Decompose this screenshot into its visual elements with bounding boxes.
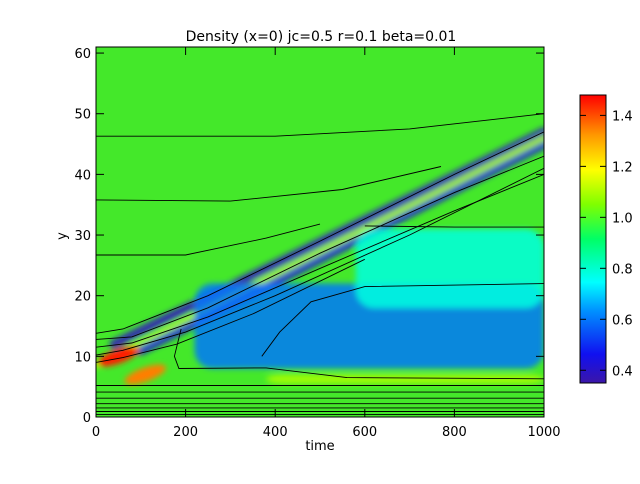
x-tick-label: 800	[442, 425, 467, 440]
contour-line	[96, 166, 442, 202]
colorbar-tick-label: 1.2	[612, 160, 633, 175]
contour-line	[96, 113, 544, 137]
high-density-spot	[124, 364, 167, 385]
high-density-spot	[97, 346, 140, 367]
y-axis-label: y	[55, 232, 70, 240]
x-tick-label: 1000	[527, 425, 560, 440]
high-density-band	[266, 374, 544, 384]
colorbar-ticks: 0.4 0.6 0.8 1.0 1.2 1.4	[580, 109, 633, 379]
y-tick-label: 40	[74, 168, 91, 183]
contour-line	[96, 131, 544, 334]
colorbar-tick-label: 0.4	[612, 364, 633, 379]
y-tick-label: 0	[83, 411, 91, 426]
heatmap-area	[96, 47, 544, 417]
contour-line	[96, 223, 321, 256]
contour-line	[364, 225, 544, 228]
x-tick-label: 0	[92, 425, 100, 440]
colorbar-tick-label: 0.8	[612, 262, 633, 277]
contour-lines	[96, 113, 544, 416]
low-density-ridge	[109, 127, 544, 349]
y-tick-label: 30	[74, 229, 91, 244]
contour-line	[261, 283, 544, 357]
heatmap-regions	[96, 127, 544, 385]
x-tick-label: 600	[352, 425, 377, 440]
y-tick-label: 60	[74, 47, 91, 62]
x-tick-label: 200	[173, 425, 198, 440]
x-axis: 0 200 400 600 800 1000	[92, 47, 561, 440]
contour-line	[96, 173, 544, 348]
chart-title: Density (x=0) jc=0.5 r=0.1 beta=0.01	[186, 29, 457, 45]
y-tick-label: 50	[74, 108, 91, 123]
high-density-ridge	[96, 134, 544, 369]
y-axis: 0 10 20 30 40 50 60	[74, 47, 544, 426]
colorbar-gradient	[579, 94, 607, 384]
colorbar: 0.4 0.6 0.8 1.0 1.2 1.4	[579, 94, 633, 384]
contour-line	[96, 155, 544, 340]
plot-frame	[95, 46, 545, 418]
low-density-region	[355, 228, 544, 308]
contour-line	[96, 258, 365, 363]
colorbar-tick-label: 1.0	[612, 211, 633, 226]
colorbar-tick-label: 1.4	[612, 109, 633, 124]
y-tick-label: 10	[74, 350, 91, 365]
y-tick-label: 20	[74, 290, 91, 305]
contour-line	[96, 167, 544, 356]
colorbar-tick-label: 0.6	[612, 313, 633, 328]
contour-line	[173, 328, 544, 380]
x-tick-label: 400	[263, 425, 288, 440]
x-axis-label: time	[305, 439, 334, 454]
